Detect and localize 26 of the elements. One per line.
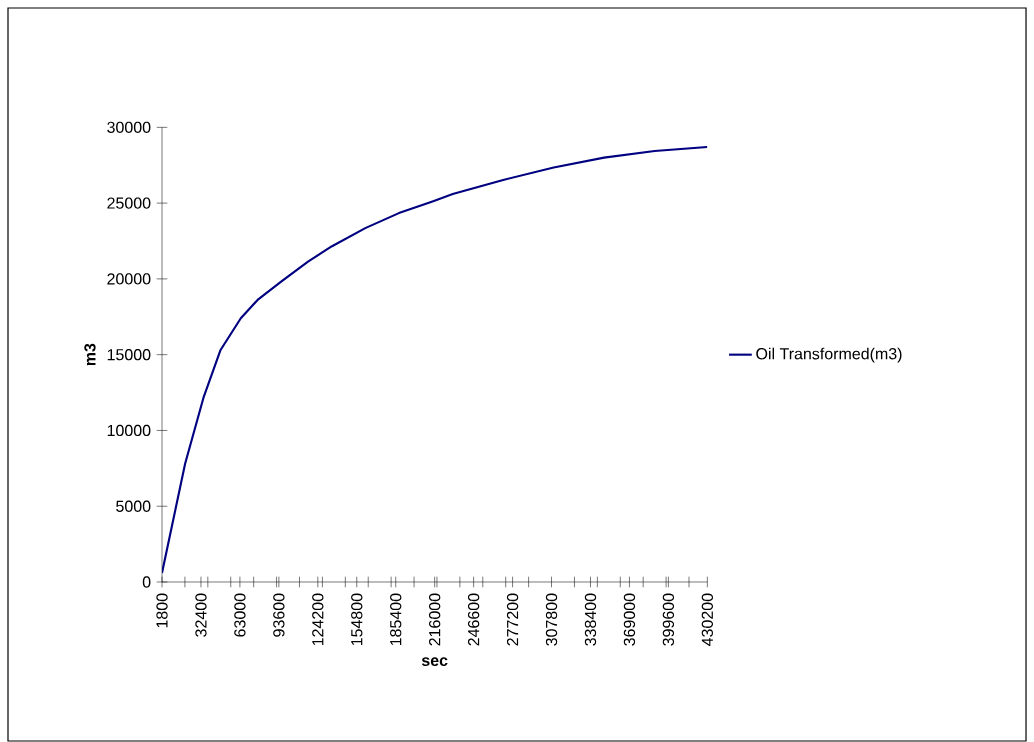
x-tick-label: 1800: [156, 593, 168, 628]
line-series: [162, 145, 708, 574]
y-tick-label: 15000: [107, 349, 151, 361]
x-tick-label: 246600: [467, 593, 480, 646]
x-tick-label: 185400: [390, 593, 402, 646]
y-tick-label: 30000: [107, 121, 151, 133]
x-tick-label: 338400: [584, 593, 597, 646]
legend-label: Oil Transformed(m3): [756, 347, 902, 363]
x-tick-label: 399600: [662, 593, 675, 646]
x-axis-title: sec: [421, 657, 448, 667]
y-tick-label: 5000: [116, 500, 151, 512]
x-tick-label: 124200: [312, 593, 324, 646]
x-tick-label: 216000: [429, 593, 441, 646]
y-tick-label: 20000: [107, 273, 151, 285]
x-tick-label: 277200: [506, 593, 519, 646]
x-tick-label: 307800: [545, 593, 558, 646]
y-tick-label: 10000: [107, 424, 151, 437]
x-tick-label: 63000: [234, 593, 246, 637]
x-tick-label: 154800: [351, 593, 363, 646]
y-axis-title: m3: [84, 343, 96, 366]
x-tick-label: 430200: [701, 593, 713, 646]
x-tick-label: 369000: [623, 593, 636, 646]
y-tick-label: 0: [142, 576, 151, 588]
x-tick-label: 93600: [273, 593, 285, 637]
x-tick-label: 32400: [195, 593, 207, 637]
y-tick-label: 25000: [107, 197, 151, 209]
